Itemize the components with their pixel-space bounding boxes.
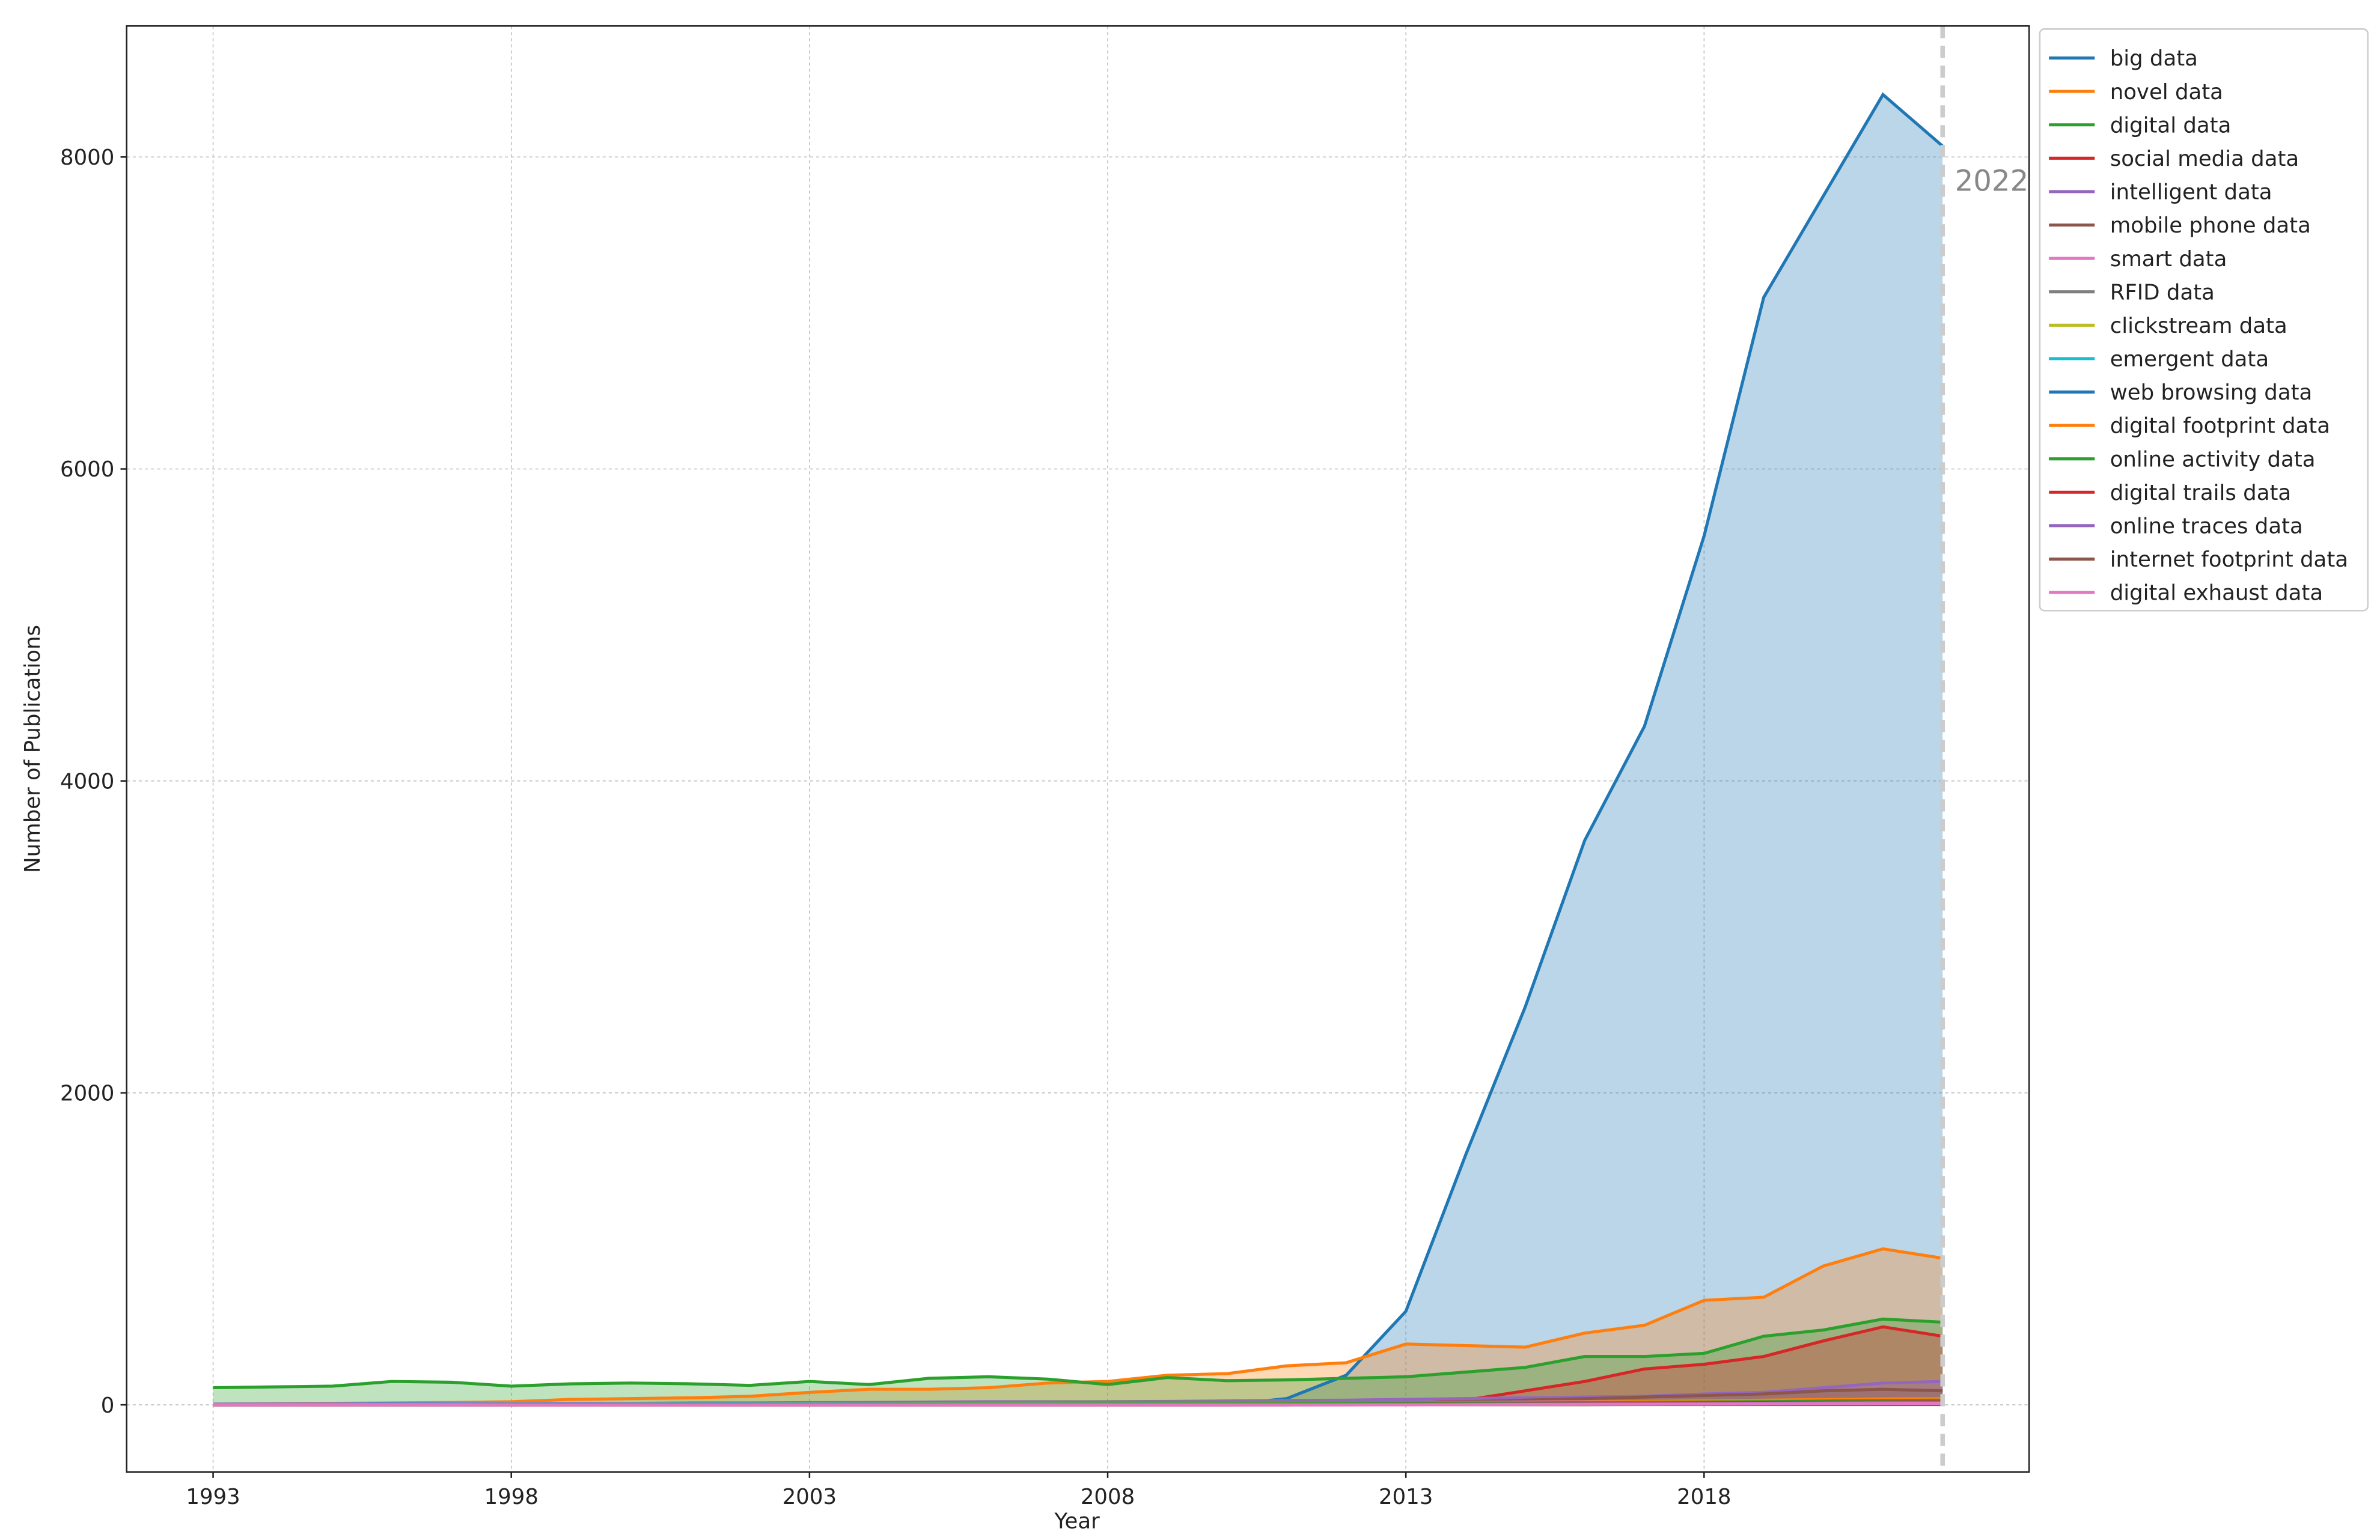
y-tick-label: 2000 xyxy=(60,1082,114,1106)
ticks: 1993 1998 2003 2008 2013 2018 0 2000 4000 6000 800… xyxy=(60,145,1732,1509)
y-tick-label: 8000 xyxy=(60,145,114,170)
legend-label: novel data xyxy=(2110,80,2223,105)
legend-label: digital data xyxy=(2110,113,2232,138)
legend-label: big data xyxy=(2110,46,2198,71)
legend-label: web browsing data xyxy=(2110,380,2313,405)
area xyxy=(213,1249,1943,1405)
x-axis-label: Year xyxy=(1054,1509,1100,1534)
x-tick-label: 2003 xyxy=(783,1485,837,1509)
legend-label: social media data xyxy=(2110,147,2299,171)
legend-label: intelligent data xyxy=(2110,180,2272,205)
legend-label: emergent data xyxy=(2110,347,2269,372)
legend-label: online traces data xyxy=(2110,514,2303,539)
legend-label: smart data xyxy=(2110,247,2227,272)
legend-label: digital trails data xyxy=(2110,481,2291,505)
line xyxy=(213,1317,1943,1390)
plot-frame xyxy=(126,25,2030,1473)
legend: big data novel data digital data social med… xyxy=(2039,28,2369,612)
x-tick-label: 2008 xyxy=(1081,1485,1135,1509)
line xyxy=(213,1401,1943,1407)
area xyxy=(213,1327,1943,1405)
legend-label: online activity data xyxy=(2110,447,2316,472)
x-tick-label: 1993 xyxy=(186,1485,240,1509)
legend-label: clickstream data xyxy=(2110,314,2287,338)
x-tick-label: 2013 xyxy=(1379,1485,1433,1509)
legend-label: internet footprint data xyxy=(2110,547,2348,572)
legend-label: digital exhaust data xyxy=(2110,581,2323,606)
annotation-label: 2022 xyxy=(1955,164,2029,198)
legend-label: mobile phone data xyxy=(2110,213,2311,238)
legend-frame xyxy=(2039,28,2369,612)
x-tick-label: 1998 xyxy=(484,1485,539,1509)
x-tick-label: 2018 xyxy=(1677,1485,1731,1509)
y-tick-label: 0 xyxy=(101,1393,115,1418)
legend-label: digital footprint data xyxy=(2110,414,2330,439)
y-tick-label: 4000 xyxy=(60,769,114,794)
y-tick-label: 6000 xyxy=(60,457,114,482)
lines: 2022 xyxy=(213,26,2029,1472)
area xyxy=(213,94,1943,1405)
legend-label: RFID data xyxy=(2110,280,2215,305)
y-axis-label: Number of Publications xyxy=(20,625,45,873)
